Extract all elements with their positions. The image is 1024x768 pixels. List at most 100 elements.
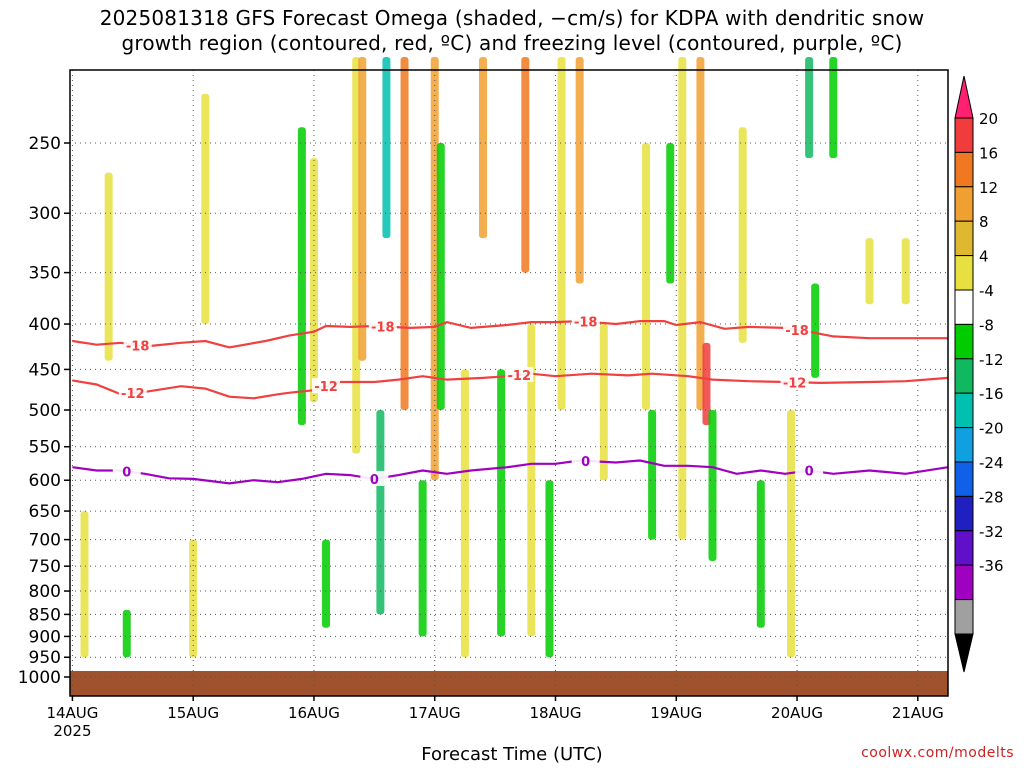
y-tick-label: 350 bbox=[29, 264, 61, 284]
contour-label: -12 bbox=[314, 380, 338, 395]
x-tick-label: 19AUG bbox=[650, 704, 702, 722]
shading-streak bbox=[189, 539, 198, 658]
shading-streak bbox=[376, 410, 385, 615]
y-tick-label: 1000 bbox=[18, 668, 61, 688]
colorbar-tick-label: -8 bbox=[979, 316, 994, 334]
chart-title-line-1: 2025081318 GFS Forecast Omega (shaded, −… bbox=[99, 6, 925, 30]
contour-label-background bbox=[571, 313, 600, 329]
shading-streak bbox=[201, 93, 210, 325]
x-tick-label: 21AUG bbox=[892, 704, 944, 722]
ground-layer bbox=[70, 671, 948, 696]
contour-label: -12 bbox=[121, 387, 145, 402]
shading-streak bbox=[708, 410, 717, 562]
shading-streak bbox=[575, 57, 584, 284]
y-tick-label: 400 bbox=[29, 315, 61, 335]
colorbar-swatch bbox=[954, 530, 974, 566]
y-tick-label: 250 bbox=[29, 134, 61, 154]
contour-label-background bbox=[360, 470, 389, 486]
shading-streak bbox=[80, 511, 89, 658]
x-tick-label: 20AUG bbox=[771, 704, 823, 722]
y-tick-label: 950 bbox=[29, 648, 61, 668]
contour-label: 0 bbox=[581, 455, 590, 470]
contour-label: -12 bbox=[508, 369, 532, 384]
shading-streak bbox=[527, 324, 536, 637]
contour-label-background bbox=[118, 385, 147, 401]
shading-streak bbox=[678, 57, 687, 540]
ground-fill bbox=[70, 671, 948, 696]
colorbar-swatch bbox=[954, 220, 974, 257]
shading-streak bbox=[322, 539, 331, 628]
shading-streak bbox=[497, 369, 506, 637]
y-tick-label: 900 bbox=[29, 627, 61, 647]
shading-streak bbox=[702, 342, 711, 426]
shading-streak bbox=[436, 143, 445, 410]
colorbar-swatch bbox=[954, 495, 974, 532]
colorbar-swatch bbox=[954, 255, 974, 291]
x-tick-label: 17AUG bbox=[409, 704, 461, 722]
colorbar-swatch bbox=[954, 289, 974, 325]
axis-ticks: 2503003504004505005506006507007508008509… bbox=[18, 134, 944, 740]
shading-streak bbox=[479, 57, 488, 239]
colorbar-swatch bbox=[954, 151, 974, 188]
contour-label: -18 bbox=[126, 339, 150, 354]
credit-text: coolwx.com/modelts bbox=[861, 745, 1014, 761]
colorbar-swatch bbox=[954, 392, 974, 429]
colorbar: 20 16 12 8 4 -4 -8 -12 -16 -20 -24 -28 -32 -36 bbox=[954, 75, 1004, 673]
contour-label: -18 bbox=[371, 320, 395, 335]
shading-streak bbox=[599, 324, 608, 481]
colorbar-tick-label: 4 bbox=[979, 248, 989, 266]
shading-streak bbox=[400, 57, 409, 411]
x-tick-label: 16AUG bbox=[288, 704, 340, 722]
contour-label-background bbox=[780, 374, 809, 390]
shading-streak bbox=[122, 609, 131, 658]
y-tick-label: 550 bbox=[29, 438, 61, 458]
colorbar-tick-label: 20 bbox=[979, 110, 998, 128]
colorbar-swatch bbox=[954, 117, 974, 153]
chart-title: 2025081318 GFS Forecast Omega (shaded, −… bbox=[0, 6, 1024, 56]
shading-streak bbox=[521, 57, 530, 273]
x-axis-title: Forecast Time (UTC) bbox=[421, 744, 603, 765]
shading-streak bbox=[829, 57, 838, 159]
x-tick-year-label: 2025 bbox=[53, 722, 91, 740]
contour-line bbox=[72, 372, 949, 400]
contour-label-background bbox=[505, 366, 534, 382]
shading-streak bbox=[418, 480, 427, 637]
y-tick-label: 600 bbox=[29, 471, 61, 491]
contour-label: 0 bbox=[122, 465, 131, 480]
shading-streak bbox=[430, 57, 439, 481]
colorbar-tick-label: -32 bbox=[979, 523, 1004, 541]
colorbar-extension-bottom bbox=[954, 633, 974, 673]
contour-line bbox=[72, 319, 948, 349]
colorbar-swatch bbox=[954, 564, 974, 601]
shading-streak bbox=[382, 57, 391, 239]
y-tick-label: 750 bbox=[29, 557, 61, 577]
shading-streak bbox=[648, 410, 657, 540]
shading-streak bbox=[545, 480, 554, 658]
contour-label-background bbox=[783, 321, 812, 337]
omega-shading bbox=[80, 57, 910, 658]
contour-label: -18 bbox=[574, 316, 598, 331]
contour-label: 0 bbox=[370, 473, 379, 488]
shading-streak bbox=[557, 57, 566, 411]
contour-label-background bbox=[312, 378, 341, 394]
shading-streak bbox=[358, 57, 367, 361]
y-tick-label: 850 bbox=[29, 605, 61, 625]
y-tick-label: 800 bbox=[29, 582, 61, 602]
colorbar-tick-label: 12 bbox=[979, 179, 998, 197]
colorbar-swatch bbox=[954, 599, 974, 635]
shading-streak bbox=[738, 127, 747, 343]
chart-title-line-2: growth region (contoured, red, ºC) and f… bbox=[121, 31, 903, 55]
contour-label-background bbox=[571, 452, 600, 468]
colorbar-tick-label: -28 bbox=[979, 488, 1004, 506]
y-tick-label: 700 bbox=[29, 531, 61, 551]
contour-label: -12 bbox=[783, 376, 807, 391]
shading-streak bbox=[805, 57, 814, 159]
colorbar-tick-label: 16 bbox=[979, 144, 998, 162]
colorbar-tick-label: -24 bbox=[979, 454, 1004, 472]
contour-label-background bbox=[795, 462, 824, 478]
shading-streak bbox=[756, 480, 765, 628]
shading-streak bbox=[642, 143, 651, 410]
shading-streak bbox=[352, 57, 361, 454]
contour-lines: -18 -18 -18 -18 -12 -12 -12 -12 0 0 0 0 bbox=[72, 313, 949, 488]
